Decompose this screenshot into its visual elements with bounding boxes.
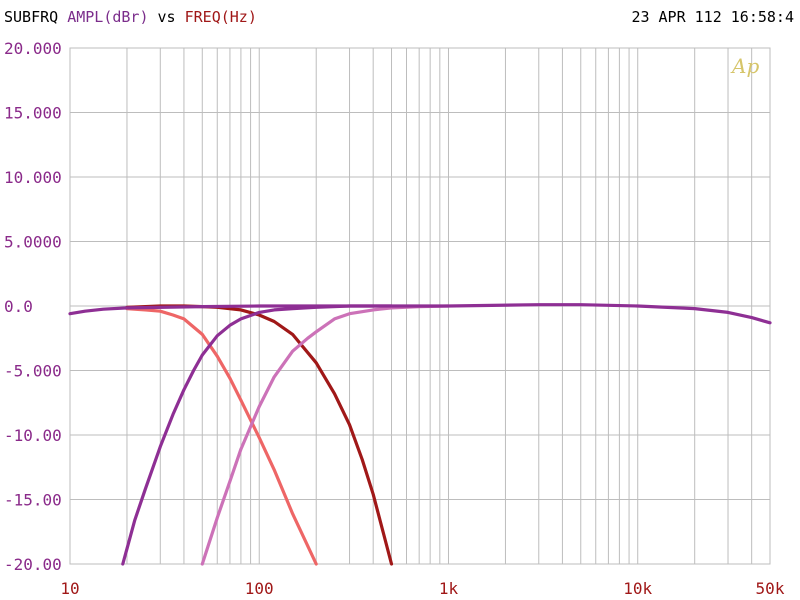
x-tick-label: 50k xyxy=(756,579,785,598)
x-tick-label: 100 xyxy=(245,579,274,598)
x-tick-label: 10 xyxy=(60,579,79,598)
series-line-4 xyxy=(200,304,451,566)
ap-logo: Ap xyxy=(730,54,759,78)
x-tick-label: 1k xyxy=(439,579,459,598)
series-line-5 xyxy=(68,303,772,325)
timestamp-time: 16:58:4 xyxy=(730,8,794,26)
y-tick-label: -20.00 xyxy=(4,555,62,574)
y-tick-label: -10.00 xyxy=(4,426,62,445)
plot-border xyxy=(69,47,771,565)
series-line-3 xyxy=(121,304,394,566)
y-tick-label: 20.000 xyxy=(4,39,62,58)
title-freq: FREQ(Hz) xyxy=(184,8,257,26)
timestamp: 23 APR 112 16:58:4 xyxy=(631,8,794,26)
title-ampl: AMPL(dBr) xyxy=(67,8,149,26)
title-subfrq: SUBFRQ xyxy=(4,8,59,26)
y-tick-label: 15.000 xyxy=(4,104,62,123)
y-tick-label: 0.0 xyxy=(4,297,33,316)
y-tick-label: -15.00 xyxy=(4,491,62,510)
y-tick-label: 10.000 xyxy=(4,168,62,187)
timestamp-date: 23 APR 112 xyxy=(631,8,722,26)
x-tick-label: 10k xyxy=(623,579,652,598)
chart-title: SUBFRQ AMPL(dBr) vs FREQ(Hz) xyxy=(4,8,257,26)
series-line-1 xyxy=(125,307,318,566)
y-tick-label: 5.0000 xyxy=(4,233,62,252)
y-tick-label: -5.000 xyxy=(4,362,62,381)
title-vs: vs xyxy=(157,8,176,26)
